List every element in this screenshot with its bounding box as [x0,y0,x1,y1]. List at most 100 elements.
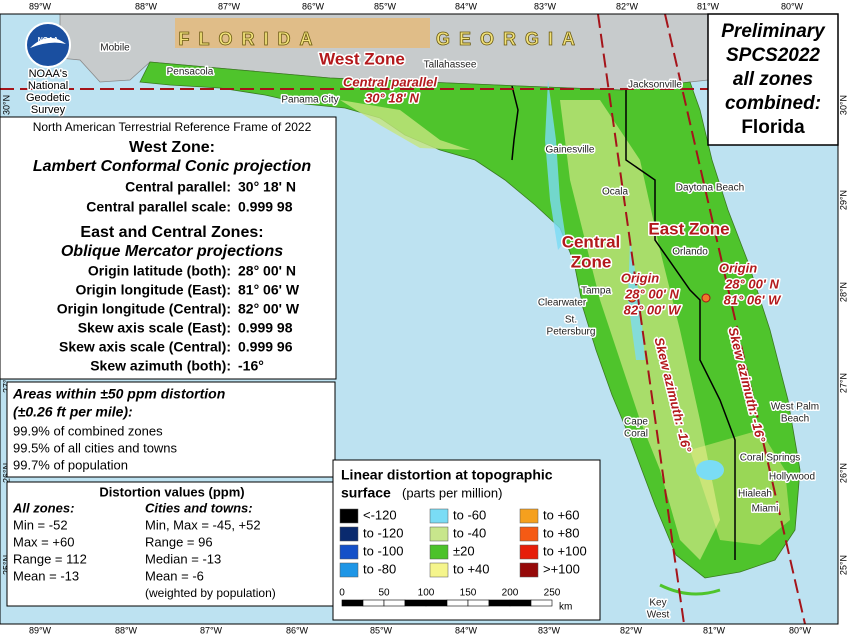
legend-label: to -40 [453,525,486,540]
distortion-line: Max = +60 [13,534,74,549]
distortion-line: Min = -52 [13,517,68,532]
info-panel [0,116,337,380]
param-value: 30° 18' N [238,179,296,195]
scale-segment [404,599,427,607]
legend-title: surface [341,485,391,501]
lon-label: 83°W [534,1,557,11]
logo-emblem [25,22,71,68]
east-origin [701,293,711,303]
param-value: 0.999 98 [238,320,293,336]
legend-label: to -120 [363,525,403,540]
city-label: West Palm [771,402,819,413]
logo-text: NOAA [38,37,59,44]
city-label: Miami [752,504,779,515]
scale-label: 200 [502,588,519,599]
param-label: Skew axis scale (Central): [59,339,231,355]
lon-label: 83°W [538,625,561,635]
param-value: -16° [238,358,264,374]
lat-label: 28°N [838,282,848,302]
zone-name: Zone [571,252,612,271]
coastal-band [340,100,470,150]
city-label: St. [565,315,577,326]
param-value: 82° 00' W [238,301,300,317]
lon-label: 80°W [781,1,804,11]
logo-caption: National [28,80,68,92]
legend-label: >+100 [543,561,580,576]
scale-segment [509,599,532,607]
distortion-line: Median = -13 [145,551,221,566]
city-label: Pensacola [167,67,214,78]
distortion-box [6,481,336,607]
param-value: 0.999 96 [238,339,293,355]
origin-label: Origin [719,260,757,275]
city-label: Ocala [602,187,629,198]
legend-label: to -60 [453,507,486,522]
title-line: SPCS2022 [726,45,820,66]
lat-label: 26°N [1,463,11,483]
lon-label: 87°W [200,625,223,635]
param-label: Skew azimuth (both): [90,358,231,374]
legend-label: to -80 [363,561,396,576]
lat-label: 25°N [838,555,848,575]
areas-line: 99.9% of combined zones [13,423,163,438]
state-label: FLORIDA [179,29,322,49]
lat-label: 30°N [1,95,11,115]
city-label: Hialeah [738,489,772,500]
areas-line: 99.5% of all cities and towns [13,440,178,455]
keys [659,583,721,596]
lon-label: 85°W [370,625,393,635]
city-label: Coral Springs [740,453,801,464]
legend-box [332,459,601,621]
lon-label: 88°W [115,625,138,635]
param-label: Origin latitude (both): [88,263,231,279]
city-label: Clearwater [538,298,587,309]
city-label: West [647,610,670,621]
logo-caption: Survey [31,104,66,116]
lowland [628,240,645,360]
legend-swatch [339,526,359,542]
legend-label: to -100 [363,543,403,558]
scale-unit: km [559,602,572,613]
heading: West Zone: [129,139,215,156]
scale-label: 150 [460,588,477,599]
legend-swatch [519,562,539,578]
central-origin [627,293,637,303]
column-heading: All zones: [12,500,74,515]
distortion-line: Mean = -6 [145,568,204,583]
state-label: GEORGIA [436,29,584,49]
legend-swatch [429,544,449,560]
distortion-line: Range = 112 [13,551,87,566]
origin-lat: 28° 00' N [724,276,779,291]
lon-label: 81°W [703,625,726,635]
legend-swatch [429,562,449,578]
city-label: Tallahassee [424,60,477,71]
logo-caption: Geodetic [26,92,71,104]
parallel-value: 30° 18' N [365,90,419,105]
title-box [707,13,839,146]
scale-segment [446,599,469,607]
legend-label: to +80 [543,525,580,540]
east-skew-axis [664,13,806,625]
city-label: Key [649,598,666,609]
legend-label: to +60 [543,507,580,522]
areas-title: Areas within ±50 ppm distortion [12,386,225,402]
areas-box [6,381,336,478]
logo-bird [30,37,66,48]
scale-label: 100 [418,588,435,599]
map-area [0,13,839,625]
legend-units: (parts per million) [402,485,502,500]
lon-label: 81°W [697,1,720,11]
title-line: combined: [725,93,821,114]
legend-swatch [339,544,359,560]
lat-label: 29°N [838,190,848,210]
scale-segment [362,599,385,607]
legend-swatch [519,508,539,524]
city-label: Hollywood [769,472,815,483]
title-line: Preliminary [721,21,826,42]
areas-title: (±0.26 ft per mile): [13,404,133,420]
scale-segment [530,599,553,607]
distortion-line: Mean = -13 [13,568,79,583]
zone-boundary [511,85,519,161]
title-line: all zones [733,69,813,90]
legend-swatch [519,544,539,560]
